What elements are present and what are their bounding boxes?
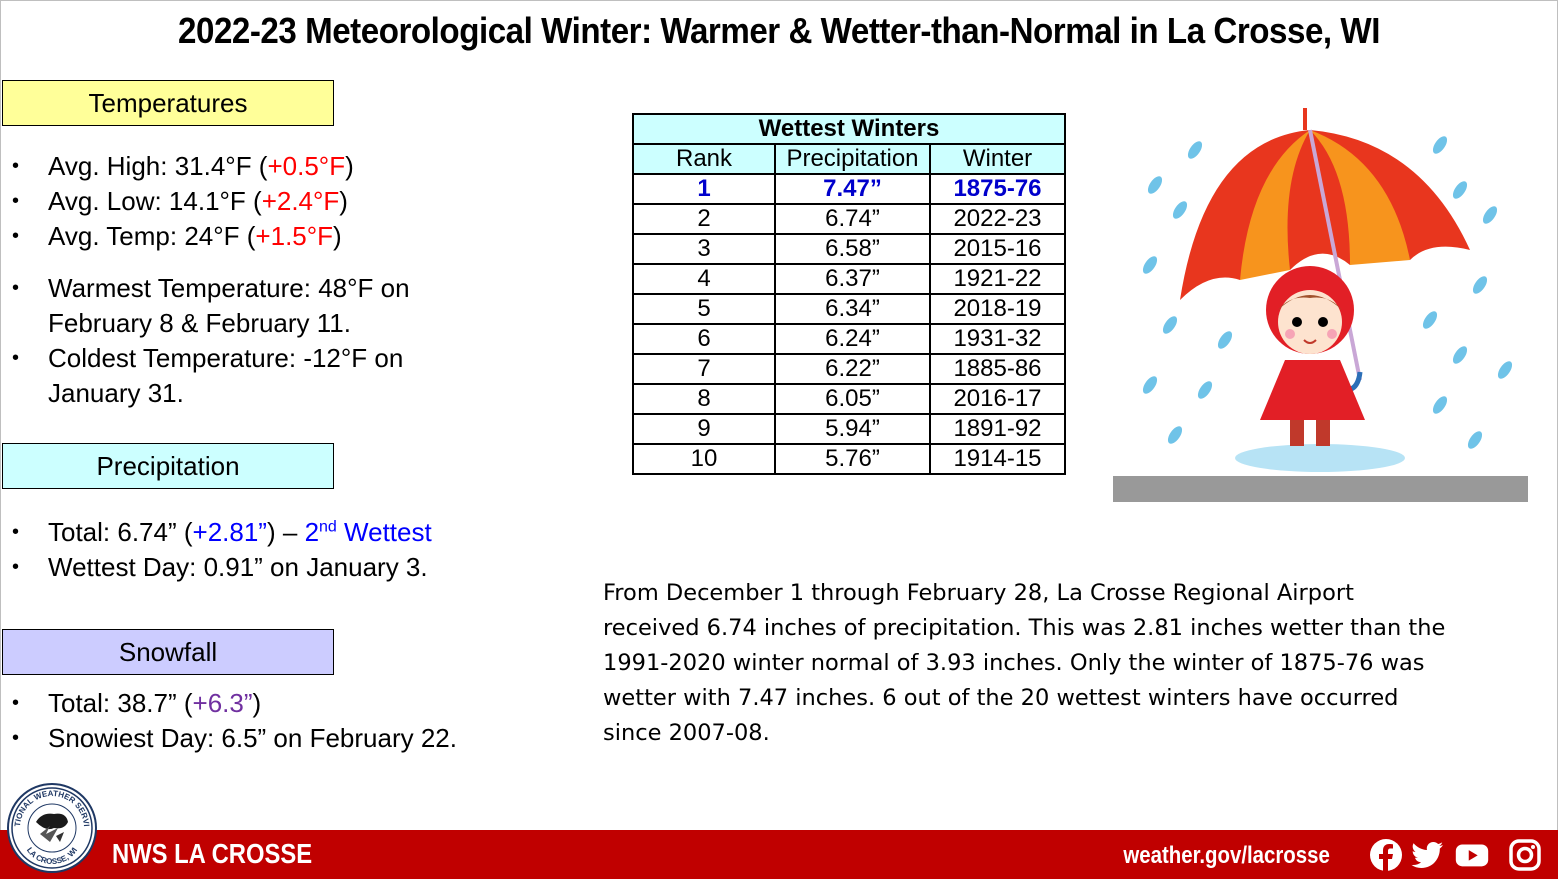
table-row: 7 6.22” 1885-86 <box>632 353 1066 385</box>
page-title: 2022-23 Meteorological Winter: Warmer & … <box>178 10 1380 51</box>
snowfall-list: Total: 38.7” (+6.3”) Snowiest Day: 6.5” … <box>10 686 457 756</box>
rank-cell: 3 <box>632 233 776 265</box>
facebook-icon[interactable] <box>1369 838 1403 872</box>
precip-cell: 6.05” <box>774 383 931 415</box>
table-row: 1 7.47” 1875-76 <box>632 173 1066 205</box>
rank-cell: 7 <box>632 353 776 385</box>
rank-cell: 1 <box>632 173 776 205</box>
precipitation-list: Total: 6.74” (+2.81”) – 2nd Wettest Wett… <box>10 515 432 585</box>
precip-total-item: Total: 6.74” (+2.81”) – 2nd Wettest <box>10 515 432 550</box>
precipitation-heading: Precipitation <box>2 443 334 489</box>
precip-cell: 7.47” <box>774 173 931 205</box>
rank-cell: 8 <box>632 383 776 415</box>
table-row: 3 6.58” 2015-16 <box>632 233 1066 265</box>
youtube-icon[interactable] <box>1455 838 1489 872</box>
rank-cell: 5 <box>632 293 776 325</box>
table-row: 2 6.74” 2022-23 <box>632 203 1066 235</box>
office-name: NWS LA CROSSE <box>112 838 313 869</box>
precip-cell: 6.37” <box>774 263 931 295</box>
precip-cell: 6.58” <box>774 233 931 265</box>
winter-cell: 1921-22 <box>929 263 1066 295</box>
table-row: 4 6.37” 1921-22 <box>632 263 1066 295</box>
rank-cell: 2 <box>632 203 776 235</box>
snowfall-heading: Snowfall <box>2 629 334 675</box>
table-row: 6 6.24” 1931-32 <box>632 323 1066 355</box>
winter-cell: 2015-16 <box>929 233 1066 265</box>
rank-cell: 10 <box>632 443 776 475</box>
precip-cell: 6.74” <box>774 203 931 235</box>
website-link[interactable]: weather.gov/lacrosse <box>1123 842 1330 869</box>
precip-cell: 6.22” <box>774 353 931 385</box>
winter-cell: 1914-15 <box>929 443 1066 475</box>
avg-temp-item: Avg. Temp: 24°F (+1.5°F) <box>10 219 354 254</box>
rank-cell: 4 <box>632 263 776 295</box>
precipitation-header: Precipitation <box>774 143 931 175</box>
snowiest-day-item: Snowiest Day: 6.5” on February 22. <box>10 721 457 756</box>
precip-cell: 5.94” <box>774 413 931 445</box>
girl-umbrella-illustration <box>1113 108 1528 502</box>
precip-cell: 6.34” <box>774 293 931 325</box>
winter-cell: 1931-32 <box>929 323 1066 355</box>
rank-header: Rank <box>632 143 776 175</box>
winter-cell: 2016-17 <box>929 383 1066 415</box>
temperatures-heading: Temperatures <box>2 80 334 126</box>
winter-header: Winter <box>929 143 1066 175</box>
snow-total-item: Total: 38.7” (+6.3”) <box>10 686 457 721</box>
table-caption: Wettest Winters <box>632 113 1066 145</box>
table-row: 8 6.05” 2016-17 <box>632 383 1066 415</box>
table-row: 5 6.34” 2018-19 <box>632 293 1066 325</box>
wettest-day-item: Wettest Day: 0.91” on January 3. <box>10 550 432 585</box>
precip-cell: 5.76” <box>774 443 931 475</box>
avg-low-item: Avg. Low: 14.1°F (+2.4°F) <box>10 184 354 219</box>
precip-cell: 6.24” <box>774 323 931 355</box>
footer-bar: NWS LA CROSSE weather.gov/lacrosse <box>0 830 1558 879</box>
nws-logo: NATIONAL WEATHER SERVICE LA CROSSE, WI <box>6 782 97 873</box>
summary-paragraph: From December 1 through February 28, La … <box>603 580 1446 746</box>
winter-cell: 1885-86 <box>929 353 1066 385</box>
temperatures-list: Avg. High: 31.4°F (+0.5°F) Avg. Low: 14.… <box>10 149 354 254</box>
winter-cell: 2022-23 <box>929 203 1066 235</box>
rank-cell: 6 <box>632 323 776 355</box>
table-row: 10 5.76” 1914-15 <box>632 443 1066 475</box>
winter-cell: 1891-92 <box>929 413 1066 445</box>
twitter-icon[interactable] <box>1410 838 1444 872</box>
avg-high-item: Avg. High: 31.4°F (+0.5°F) <box>10 149 354 184</box>
winter-cell: 1875-76 <box>929 173 1066 205</box>
table-row: 9 5.94” 1891-92 <box>632 413 1066 445</box>
instagram-icon[interactable] <box>1508 838 1542 872</box>
wettest-winters-table: Wettest Winters Rank Precipitation Winte… <box>632 113 1066 475</box>
rank-cell: 9 <box>632 413 776 445</box>
winter-cell: 2018-19 <box>929 293 1066 325</box>
